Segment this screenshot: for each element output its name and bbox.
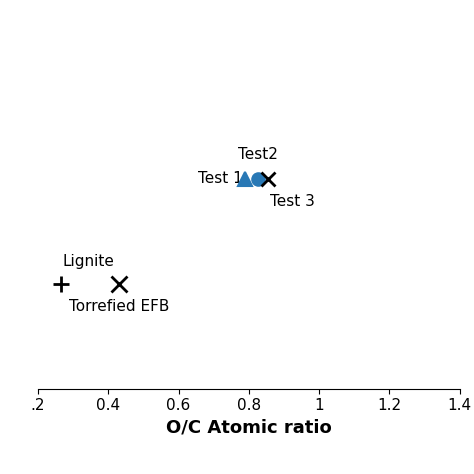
Text: Test 3: Test 3 <box>270 194 315 209</box>
Text: Test2: Test2 <box>237 147 278 162</box>
Text: Test 1: Test 1 <box>198 172 243 186</box>
X-axis label: O/C Atomic ratio: O/C Atomic ratio <box>166 419 332 437</box>
Text: Torrefied EFB: Torrefied EFB <box>69 299 169 314</box>
Text: Lignite: Lignite <box>63 254 114 269</box>
